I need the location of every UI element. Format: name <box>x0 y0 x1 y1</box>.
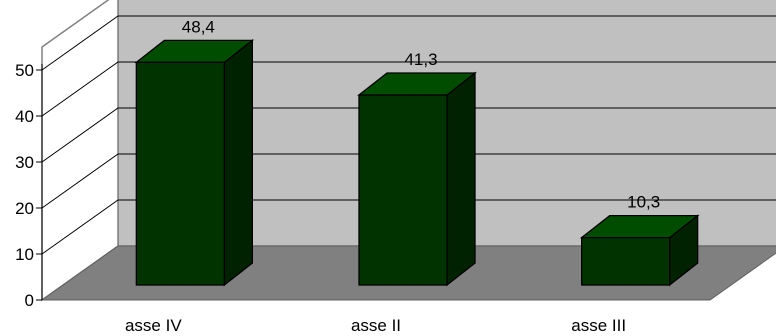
gridlines <box>41 15 776 255</box>
y-tick-label: 40 <box>15 107 34 126</box>
category-label: asse II <box>351 316 401 335</box>
category-labels: asse IV asse II asse III <box>125 316 626 335</box>
data-label: 48,4 <box>182 17 215 36</box>
bar-side <box>223 39 253 287</box>
bar <box>358 94 448 286</box>
bar-side <box>446 71 476 287</box>
data-label: 41,3 <box>404 50 437 69</box>
y-tick-label: 30 <box>15 153 34 172</box>
y-tick-label: 20 <box>15 199 34 218</box>
value-axis: 0 10 20 30 40 50 <box>15 61 43 310</box>
category-label: asse IV <box>125 316 182 335</box>
bars <box>134 39 700 287</box>
gridline <box>41 199 776 255</box>
y-tick-label: 10 <box>15 245 34 264</box>
bar <box>581 236 671 286</box>
category-label: asse III <box>571 316 626 335</box>
gridline <box>41 153 776 209</box>
gridline <box>41 15 776 71</box>
gridline <box>41 61 776 117</box>
gridline <box>41 107 776 163</box>
y-tick-label: 0 <box>25 291 34 310</box>
data-labels: 48,4 41,3 10,3 <box>182 17 660 211</box>
data-label: 10,3 <box>627 193 660 212</box>
y-tick-label: 50 <box>15 61 34 80</box>
bar <box>135 61 225 286</box>
